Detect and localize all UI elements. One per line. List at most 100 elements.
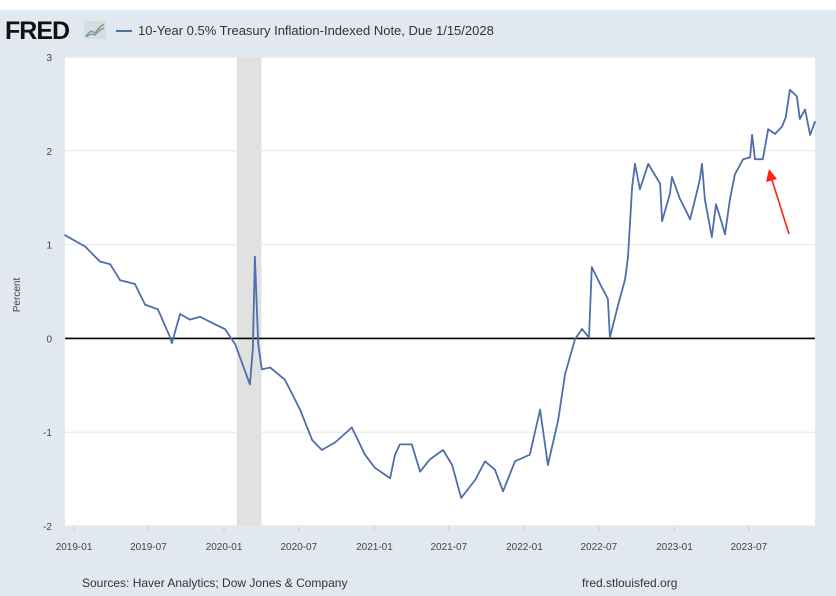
data-point [557, 419, 559, 421]
data-point [494, 468, 496, 471]
y-tick-label: -2 [43, 522, 52, 533]
data-point [374, 467, 376, 469]
data-point [704, 198, 706, 201]
data-point [299, 408, 301, 411]
data-point [809, 134, 811, 136]
x-tick-label: 2022-01 [506, 542, 543, 553]
data-point [767, 128, 769, 131]
data-point [257, 343, 259, 345]
x-tick-label: 2021-01 [356, 542, 393, 553]
x-tick-label: 2020-01 [206, 542, 243, 553]
data-point [762, 158, 764, 161]
x-tick-label: 2019-07 [130, 542, 167, 553]
data-point [169, 336, 172, 339]
data-point [254, 255, 256, 258]
data-point [179, 313, 181, 315]
fred-chart-logo-icon [84, 21, 106, 39]
data-point [411, 443, 413, 446]
data-point [684, 208, 686, 210]
data-point [781, 125, 783, 128]
data-point [419, 470, 421, 473]
data-point [214, 323, 216, 326]
fred-logo[interactable]: FRED [5, 17, 70, 45]
data-point [574, 338, 576, 341]
legend-swatch [116, 30, 132, 32]
x-tick-label: 2023-01 [656, 542, 693, 553]
data-point [311, 438, 313, 441]
data-point [109, 263, 112, 266]
data-point [798, 118, 801, 120]
data-point [234, 343, 236, 345]
red-arrow-annotation [766, 169, 790, 235]
data-point [804, 108, 806, 111]
data-point [751, 134, 753, 136]
data-point [261, 368, 263, 371]
data-point [671, 176, 673, 178]
data-point [624, 278, 626, 281]
data-point [696, 190, 698, 192]
data-point [539, 408, 541, 411]
data-point [474, 479, 476, 481]
data-point [484, 460, 486, 463]
data-point [721, 223, 723, 225]
y-tick-label: -1 [43, 428, 52, 439]
fred-site-link[interactable]: fred.stlouisfed.org [582, 576, 678, 590]
data-point [364, 453, 366, 456]
x-tick-label: 2019-01 [56, 542, 93, 553]
data-point [547, 464, 549, 466]
data-point [581, 328, 583, 330]
data-point [789, 89, 791, 91]
data-point [742, 158, 744, 161]
data-point [64, 234, 66, 237]
data-point [669, 193, 671, 195]
data-point [724, 233, 726, 236]
y-tick-label: 2 [46, 147, 52, 158]
data-point [754, 158, 756, 161]
data-point [785, 116, 787, 118]
legend-series-label: 10-Year 0.5% Treasury Inflation-Indexed … [138, 23, 494, 38]
data-point [631, 186, 633, 189]
data-point [591, 266, 593, 268]
data-point [599, 283, 601, 285]
x-tick-label: 2023-07 [730, 542, 767, 553]
data-point [249, 383, 251, 386]
data-point [321, 449, 323, 451]
data-point [528, 453, 531, 456]
data-point [678, 197, 681, 200]
data-point [659, 182, 661, 185]
data-point [269, 366, 271, 369]
data-point [119, 279, 121, 282]
data-point [814, 120, 816, 123]
data-point [729, 198, 731, 201]
recession-shading [236, 57, 262, 526]
data-point [144, 303, 146, 306]
data-point [639, 188, 641, 191]
data-point [627, 255, 629, 258]
plot-area [65, 57, 815, 526]
data-point [661, 220, 663, 222]
data-point [171, 342, 173, 344]
sources-note: Sources: Haver Analytics; Dow Jones & Co… [82, 576, 348, 590]
y-tick-label: 1 [46, 241, 52, 252]
data-point [564, 373, 566, 375]
data-point [588, 336, 590, 339]
data-point [774, 133, 776, 135]
data-point [252, 348, 254, 351]
data-point [451, 464, 453, 466]
data-point [389, 477, 391, 479]
data-point [84, 245, 86, 248]
data-point [699, 178, 701, 180]
data-point [134, 283, 136, 285]
data-point [189, 318, 191, 321]
x-tick-label: 2020-07 [280, 542, 317, 553]
data-point [157, 308, 159, 311]
data-point [429, 458, 431, 461]
data-point [199, 316, 202, 318]
y-tick-label: 3 [46, 53, 52, 64]
data-point [502, 490, 504, 493]
data-point [442, 449, 444, 451]
data-point [394, 453, 396, 456]
data-point [284, 378, 286, 381]
data-point [689, 218, 691, 221]
